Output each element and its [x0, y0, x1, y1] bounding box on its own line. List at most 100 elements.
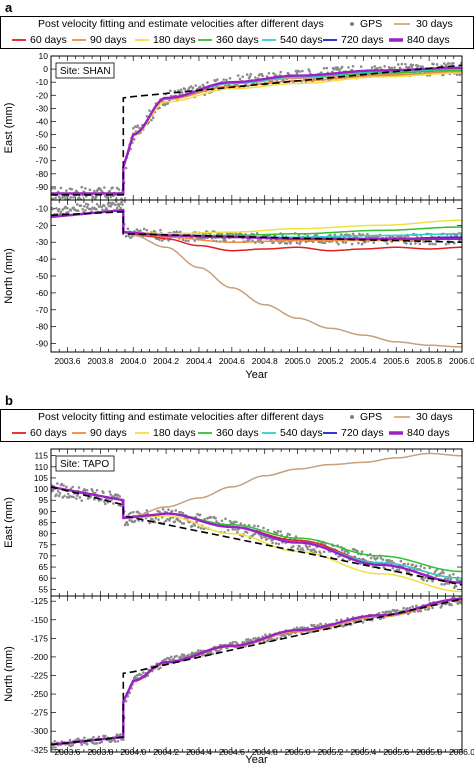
gps-point	[419, 609, 423, 613]
gps-point	[174, 509, 178, 512]
gps-point	[432, 62, 435, 66]
plot-data	[51, 200, 462, 348]
y-tick-label: -325	[31, 745, 48, 755]
gps-point	[135, 228, 139, 231]
y-tick-label: 70	[39, 551, 49, 561]
site-box	[55, 62, 115, 79]
gps-point	[89, 495, 93, 498]
gps-point	[127, 234, 131, 238]
gps-point	[59, 186, 63, 190]
legend-label: GPS	[360, 411, 382, 423]
gps-point	[428, 566, 432, 570]
gps-point	[51, 207, 55, 211]
legend-box: Post velocity fitting and estimate veloc…	[0, 409, 474, 442]
gps-point	[61, 496, 65, 499]
gps-point	[85, 742, 89, 746]
gps-point	[217, 649, 221, 653]
gps-point	[88, 188, 92, 192]
gps-point	[150, 118, 153, 122]
gps-point	[295, 71, 299, 75]
gps-point	[159, 228, 162, 232]
gps-point	[214, 79, 217, 83]
gps-point	[425, 579, 429, 582]
gps-point	[308, 70, 311, 73]
gps-point	[306, 547, 310, 551]
gps-point	[235, 520, 238, 524]
gps-point	[84, 187, 87, 190]
gps-point	[314, 550, 318, 554]
gps-point	[79, 204, 83, 207]
gps-point	[325, 66, 329, 70]
series-line-30-days	[51, 209, 462, 348]
gps-point	[181, 238, 185, 242]
gps-point	[440, 604, 443, 608]
y-tick-label: -150	[31, 615, 48, 625]
gps-point	[260, 536, 263, 540]
gps-point	[70, 187, 74, 191]
gps-point	[272, 241, 275, 244]
y-tick-label: 60	[39, 573, 49, 583]
gps-point	[116, 739, 120, 743]
gps-point	[449, 578, 452, 581]
gps-point	[109, 195, 112, 199]
gps-point	[53, 187, 56, 190]
plot-north: -125 -150 -175 -200 -225 -250 -275 -300 -325 Nort…	[3, 595, 463, 755]
y-tick-label: -250	[31, 689, 48, 699]
gps-point	[65, 206, 69, 210]
gps-point	[194, 84, 197, 87]
y-tick-label: 0	[43, 64, 48, 74]
gps-point	[145, 115, 149, 118]
gps-point	[224, 517, 227, 521]
plot-data	[51, 61, 462, 200]
gps-point	[296, 547, 300, 551]
gps-point	[447, 62, 451, 65]
gps-point	[129, 511, 132, 515]
gps-point	[308, 545, 311, 548]
y-tick-label: -90	[36, 182, 49, 192]
gps-point	[341, 241, 345, 244]
gps-point	[79, 197, 83, 200]
gps-point	[173, 520, 177, 523]
gps-point	[158, 510, 161, 514]
legend-box: Post velocity fitting and estimate veloc…	[0, 16, 474, 49]
gps-point	[54, 746, 57, 749]
gps-point	[452, 586, 456, 590]
gps-point	[93, 498, 96, 501]
gps-point	[386, 242, 389, 245]
gps-point	[275, 532, 279, 535]
panel-a: a Post velocity fitting and estimate velo…	[0, 0, 474, 381]
gps-point	[359, 65, 363, 68]
gps-point	[187, 653, 190, 657]
gps-point	[65, 485, 68, 489]
legend-frame	[0, 16, 474, 49]
gps-point	[342, 624, 346, 628]
gps-point	[379, 556, 383, 560]
gps-point	[423, 566, 426, 570]
x-tick-label: 2004.6	[219, 747, 245, 757]
gps-point	[124, 166, 128, 170]
y-tick-label: 75	[39, 540, 49, 550]
gps-point	[199, 649, 203, 653]
gps-point	[85, 488, 89, 492]
gps-point	[140, 673, 143, 677]
gps-point	[236, 74, 240, 77]
gps-point	[180, 91, 184, 94]
gps-point	[322, 550, 326, 554]
gps-point	[55, 493, 58, 496]
gps-point	[301, 69, 304, 73]
y-tick-label: -10	[36, 77, 49, 87]
gps-point	[292, 545, 295, 548]
gps-point	[108, 490, 112, 494]
gps-point	[290, 546, 293, 549]
gps-point	[193, 524, 197, 527]
gps-point	[280, 634, 283, 637]
gps-point	[261, 74, 264, 78]
gps-point	[279, 530, 282, 533]
site-text: Site: SHAN	[60, 66, 111, 77]
series-line-840-days	[51, 597, 462, 746]
gps-point	[75, 494, 79, 497]
gps-point	[298, 70, 301, 73]
gps-point	[157, 518, 160, 521]
gps-point	[158, 238, 161, 242]
gps-point	[285, 242, 289, 245]
